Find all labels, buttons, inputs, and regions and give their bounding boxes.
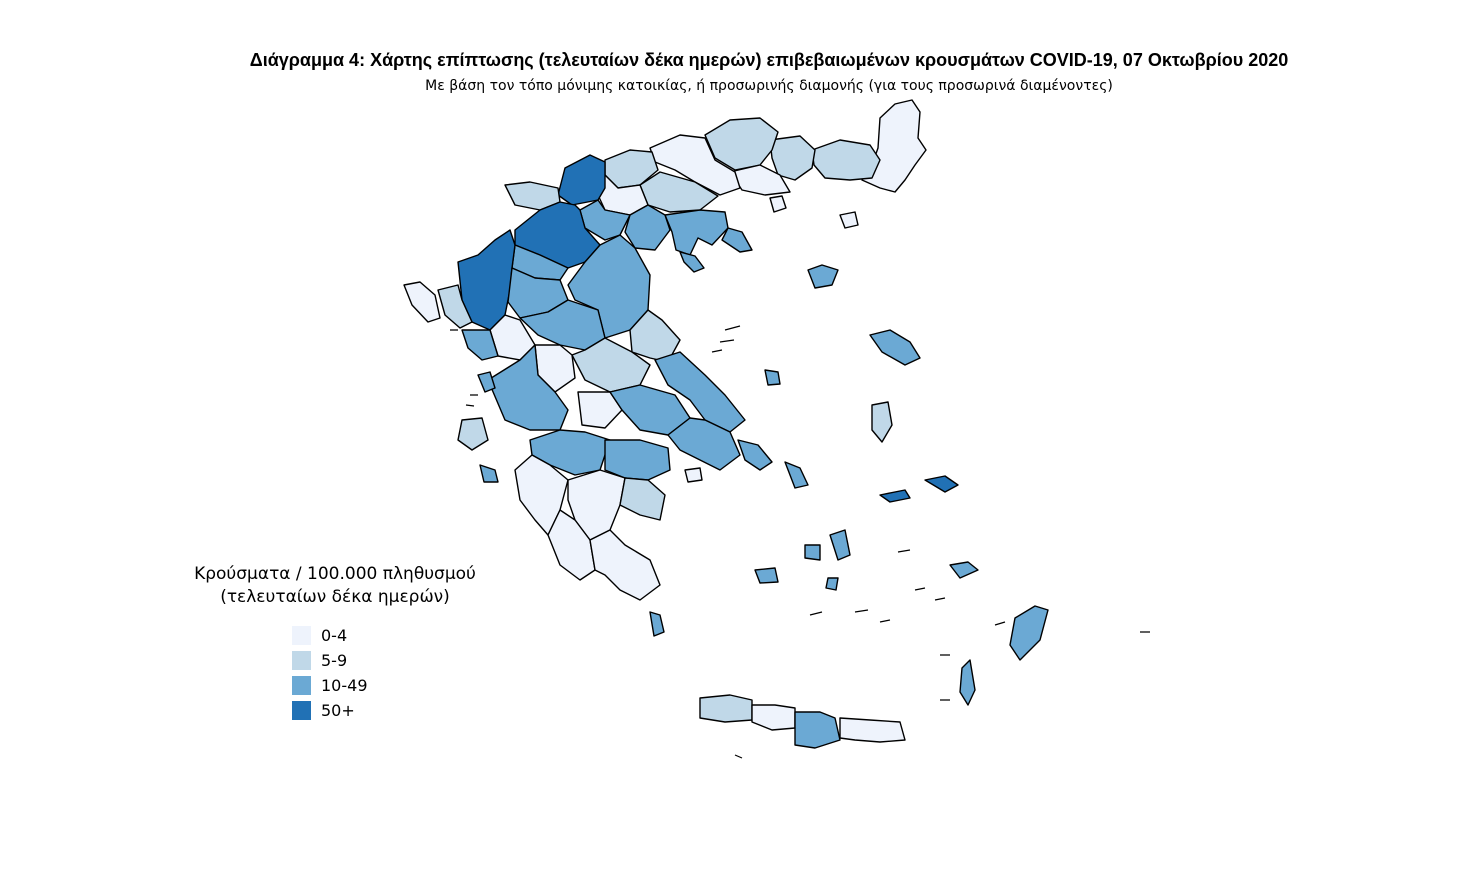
legend-item-10-49: 10-49	[292, 673, 368, 698]
region-attiki-east	[737, 439, 773, 471]
legend-item-5-9: 5-9	[292, 648, 368, 673]
legend-title: Κρούσματα / 100.000 πληθυσμού (τελευταίω…	[160, 563, 510, 609]
coast-detail-ionian	[450, 329, 478, 407]
region-paros	[804, 544, 821, 561]
region-santorini	[825, 577, 839, 591]
legend-swatch	[292, 626, 311, 645]
legend-items: 0-4 5-9 10-49 50+	[292, 623, 368, 723]
region-xanthi	[769, 135, 816, 181]
region-chalkidiki	[664, 209, 729, 256]
region-lesvos	[869, 329, 921, 366]
region-attiki	[667, 417, 741, 471]
region-kythira	[649, 611, 665, 637]
region-korinthia	[604, 439, 671, 481]
region-andros	[784, 461, 809, 489]
region-lasithi	[839, 717, 906, 743]
legend-title-line-2: (τελευταίων δέκα ημερών)	[220, 587, 450, 607]
legend-swatch	[292, 651, 311, 670]
coast-detail-sporades	[711, 325, 741, 353]
coast-detail-cyclades	[809, 549, 950, 656]
region-zakynthos	[479, 464, 499, 483]
legend-label: 50+	[321, 701, 355, 720]
region-samos	[924, 475, 959, 493]
region-athos	[721, 227, 753, 253]
map-legend: Κρούσματα / 100.000 πληθυσμού (τελευταίω…	[160, 563, 510, 720]
legend-label: 5-9	[321, 651, 348, 670]
region-chios	[871, 401, 893, 443]
coast-detail-dodecanese	[914, 587, 1150, 701]
region-pieria	[624, 204, 671, 251]
region-kefalonia	[457, 417, 489, 451]
region-fthiotida	[571, 337, 651, 393]
legend-swatch	[292, 676, 311, 695]
region-rodos	[1009, 605, 1049, 661]
legend-swatch	[292, 701, 311, 720]
region-aigina	[684, 467, 703, 483]
region-limnos	[807, 264, 839, 289]
region-rodopi	[811, 139, 881, 181]
legend-item-50-plus: 50+	[292, 698, 368, 723]
region-magnesia	[629, 309, 681, 363]
region-aitoloakarnania	[487, 344, 569, 431]
chart-subtitle: Με βάση τον τόπο μόνιμης κατοικίας, ή πρ…	[425, 78, 1113, 94]
region-lefkada	[477, 371, 496, 393]
region-karpathos	[959, 659, 976, 706]
region-preveza	[461, 329, 499, 361]
chart-title: Διάγραμμα 4: Χάρτης επίπτωσης (τελευταίω…	[249, 50, 1289, 70]
region-lakonia	[589, 529, 661, 601]
region-samothraki	[839, 211, 859, 229]
region-kassandra	[679, 251, 705, 273]
region-kavala	[729, 164, 791, 196]
region-igoumenitsa	[437, 284, 473, 329]
region-serres	[649, 134, 741, 196]
region-evia	[654, 351, 746, 433]
region-kerkyra	[403, 281, 441, 323]
region-florina	[557, 154, 606, 206]
legend-label: 0-4	[321, 626, 348, 645]
region-fokida	[577, 391, 623, 429]
region-thessaloniki	[639, 171, 719, 213]
region-rethymno	[751, 704, 796, 731]
legend-label: 10-49	[321, 676, 368, 695]
region-kos	[949, 561, 979, 579]
legend-title-line-1: Κρούσματα / 100.000 πληθυσμού	[194, 564, 476, 584]
region-irakleio	[794, 711, 841, 749]
region-naxos	[829, 529, 851, 561]
legend-item-0-4: 0-4	[292, 623, 368, 648]
region-ikaria	[879, 489, 911, 503]
region-drama	[704, 117, 779, 171]
region-argolida	[619, 477, 666, 521]
region-skyros	[764, 369, 781, 386]
coast-detail-crete-islet	[734, 754, 743, 759]
region-milos	[754, 567, 779, 584]
region-chania	[699, 694, 753, 723]
region-thasos	[769, 195, 787, 213]
